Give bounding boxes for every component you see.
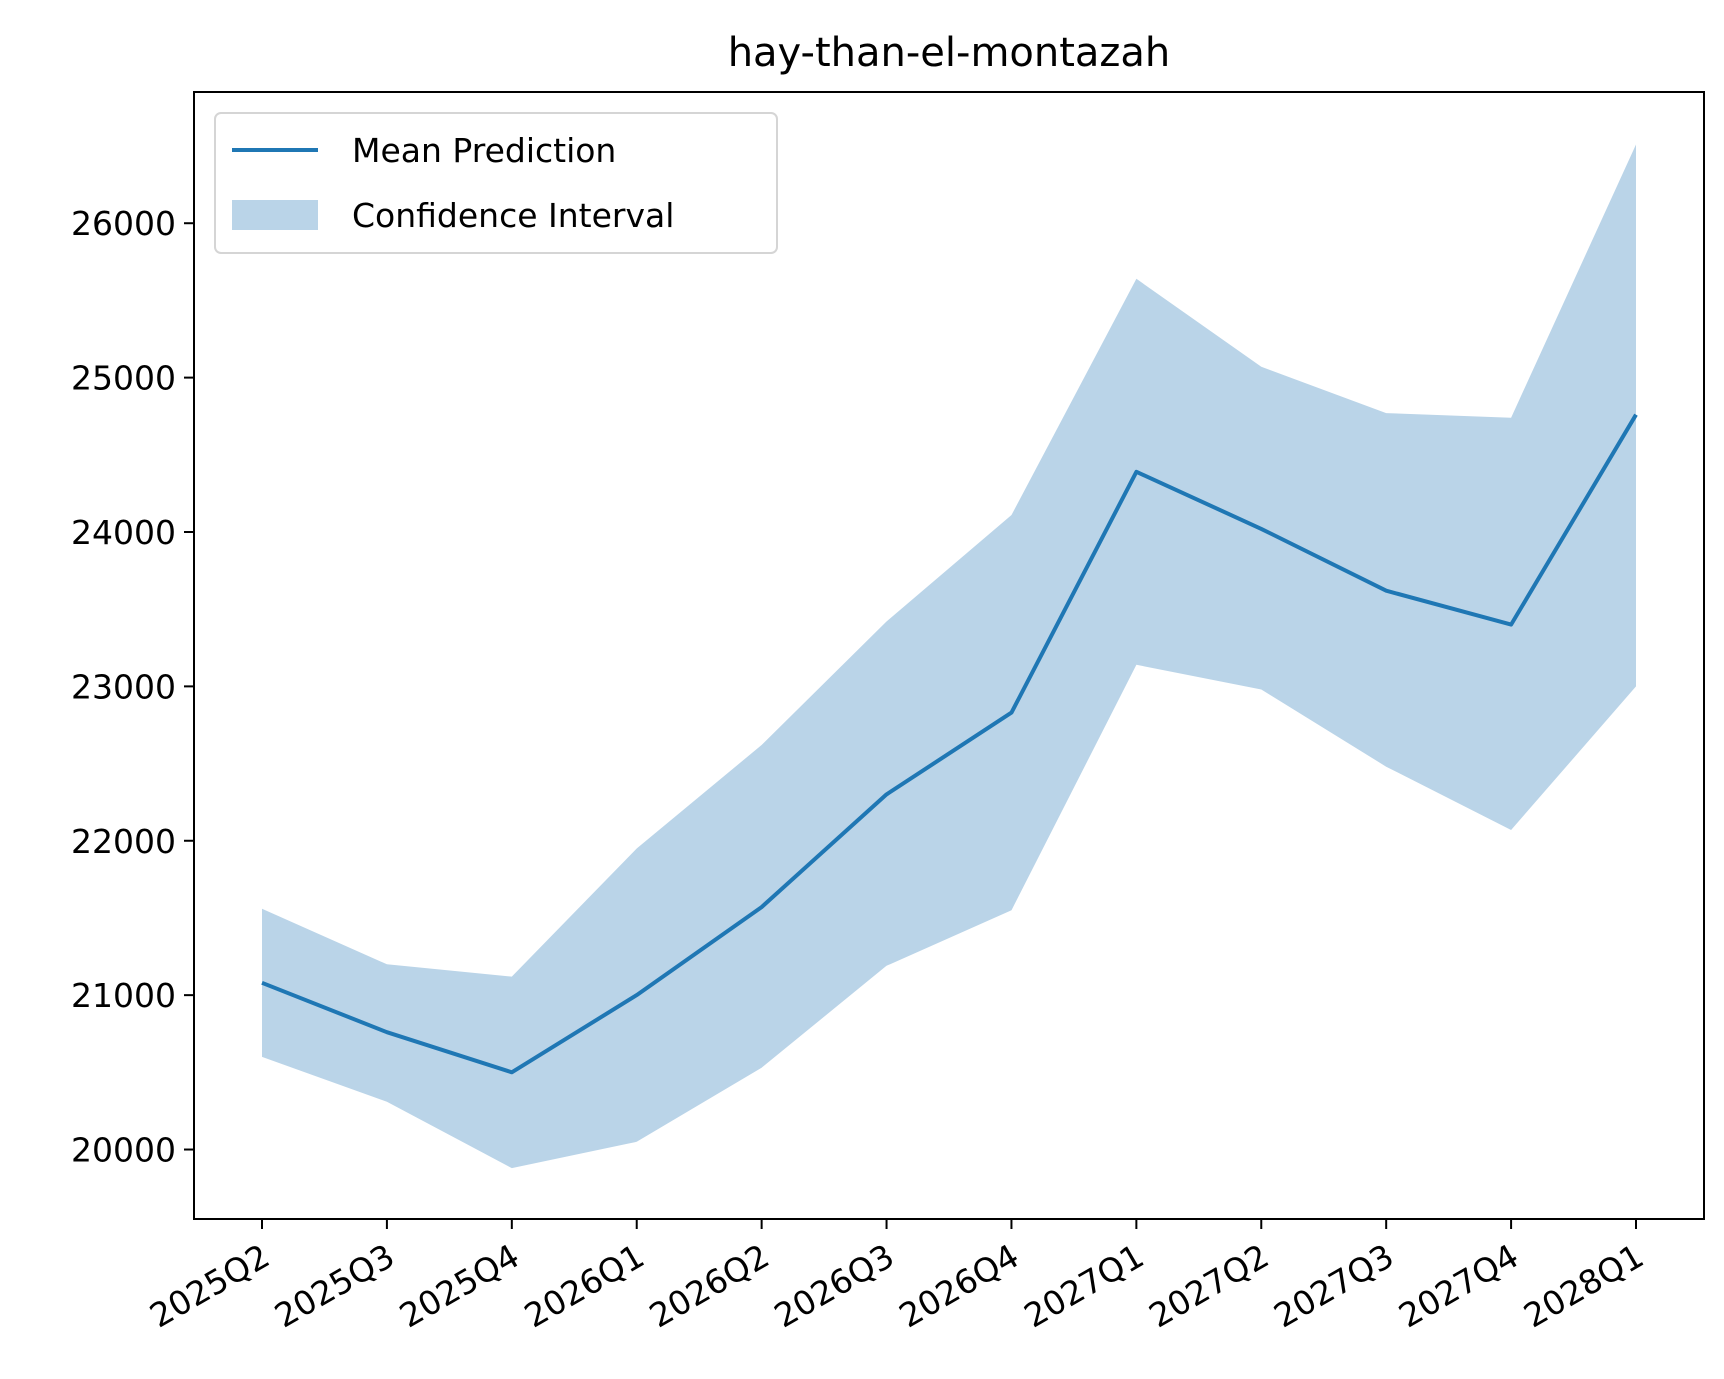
x-tick-label: 2026Q2 xyxy=(643,1236,776,1335)
legend-label-confidence: Confidence Interval xyxy=(352,196,674,235)
y-tick-label: 20000 xyxy=(71,1131,176,1170)
y-axis: 20000 21000 22000 23000 24000 25000 26000 xyxy=(71,204,194,1170)
plot-frame xyxy=(193,91,1705,1220)
y-tick-label: 22000 xyxy=(71,822,176,861)
mean-line-layer xyxy=(261,413,1638,1075)
x-tick-label: 2026Q3 xyxy=(768,1236,901,1335)
x-axis: 2025Q22025Q32025Q42026Q12026Q22026Q32026… xyxy=(143,1219,1650,1335)
x-tick-label: 2025Q4 xyxy=(393,1236,526,1335)
x-tick-label: 2027Q2 xyxy=(1142,1236,1275,1335)
confidence-band-layer xyxy=(262,144,1636,1169)
x-tick-label: 2026Q4 xyxy=(893,1236,1026,1335)
x-tick-label: 2028Q1 xyxy=(1517,1236,1650,1335)
x-tick-label: 2027Q1 xyxy=(1017,1236,1150,1335)
y-tick-label: 25000 xyxy=(71,359,176,398)
y-tick-label: 24000 xyxy=(71,513,176,552)
legend-box xyxy=(214,112,778,254)
chart-title: hay-than-el-montazah xyxy=(728,30,1171,76)
x-tick-label: 2026Q1 xyxy=(518,1236,651,1335)
legend: Mean Prediction Confidence Interval xyxy=(214,112,778,254)
y-tick-label: 23000 xyxy=(71,667,176,706)
x-tick-label: 2027Q4 xyxy=(1392,1236,1525,1335)
confidence-band xyxy=(262,144,1636,1169)
x-tick-label: 2025Q3 xyxy=(268,1236,401,1335)
x-tick-label: 2025Q2 xyxy=(143,1236,276,1335)
legend-band-swatch xyxy=(232,200,318,230)
legend-label-mean: Mean Prediction xyxy=(352,131,616,170)
mean-prediction-line xyxy=(261,413,1638,1075)
y-tick-label: 26000 xyxy=(71,204,176,243)
y-tick-label: 21000 xyxy=(71,976,176,1015)
x-tick-label: 2027Q3 xyxy=(1267,1236,1400,1335)
